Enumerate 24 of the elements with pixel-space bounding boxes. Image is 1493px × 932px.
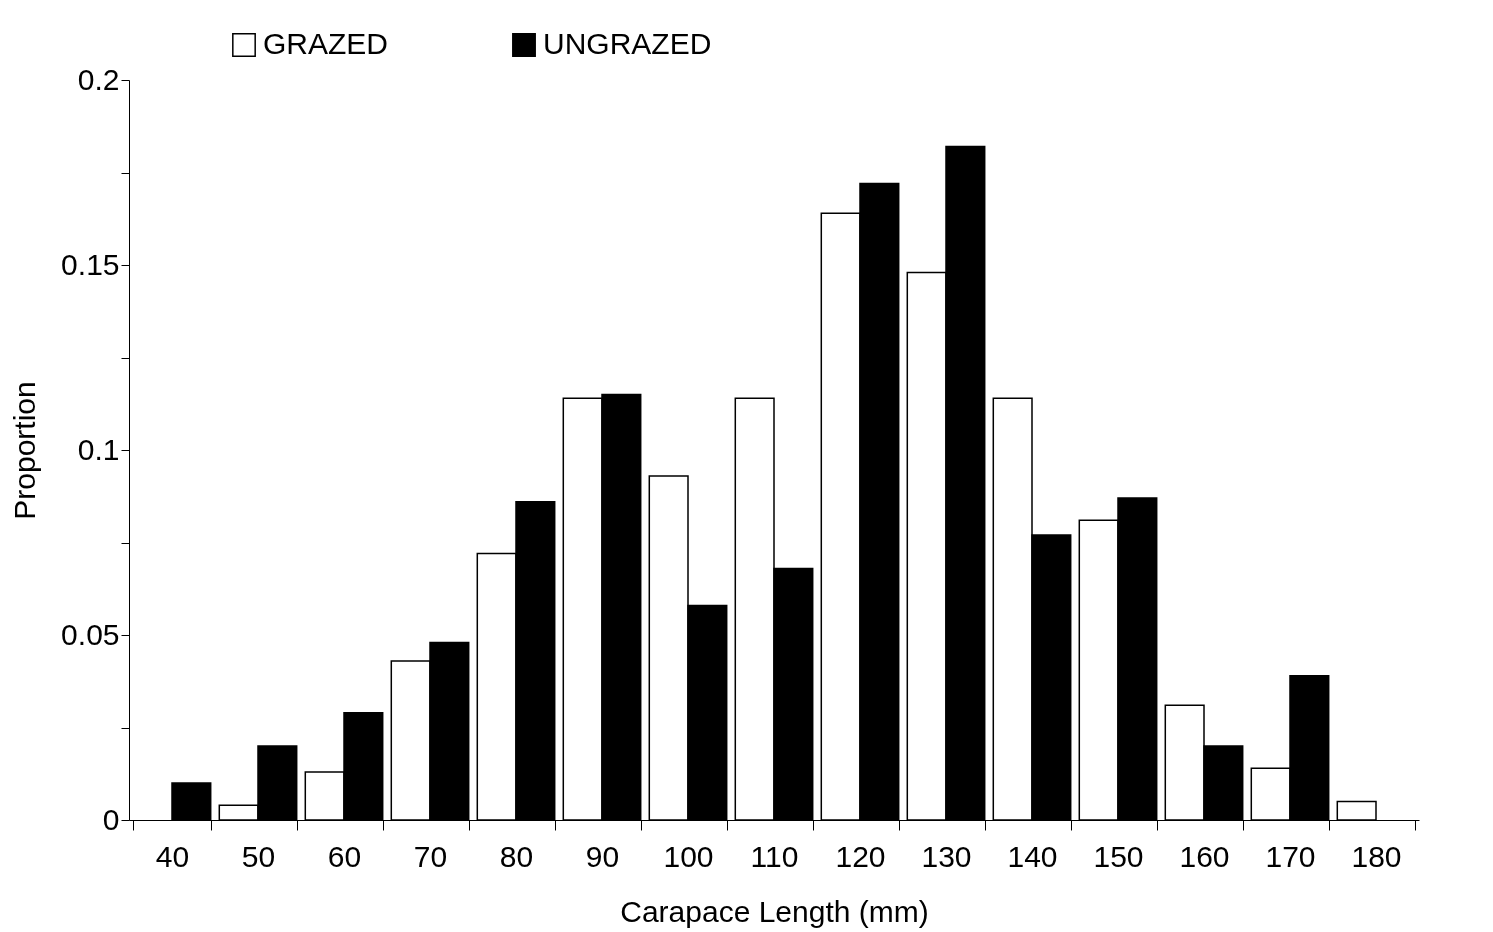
x-tick-label: 160 [1179, 839, 1230, 873]
x-tick-label: 140 [1007, 839, 1058, 873]
x-tick-label: 180 [1351, 839, 1402, 873]
x-tick-label: 70 [413, 839, 448, 873]
x-axis-title: Carapace Length (mm) [620, 894, 929, 928]
y-tick-label: 0.1 [77, 432, 120, 466]
x-tick-label: 90 [585, 839, 620, 873]
x-tick-label: 150 [1093, 839, 1144, 873]
y-tick-label: 0.2 [77, 62, 120, 96]
legend-label: UNGRAZED [543, 27, 712, 60]
x-tick-label: 40 [155, 839, 190, 873]
x-tick-label: 170 [1265, 839, 1316, 873]
legend-label: GRAZED [263, 27, 389, 60]
x-tick-label: 120 [835, 839, 886, 873]
x-tick-label: 100 [663, 839, 714, 873]
y-tick-label: 0.05 [61, 617, 120, 651]
x-tick-label: 130 [921, 839, 972, 873]
y-axis-title: Proportion [8, 381, 42, 520]
x-tick-label: 50 [241, 839, 276, 873]
y-tick-label: 0 [102, 802, 120, 836]
x-tick-label: 110 [750, 839, 799, 873]
x-tick-label: 60 [327, 839, 362, 873]
x-tick-label: 80 [499, 839, 534, 873]
y-tick-label: 0.15 [61, 247, 120, 281]
